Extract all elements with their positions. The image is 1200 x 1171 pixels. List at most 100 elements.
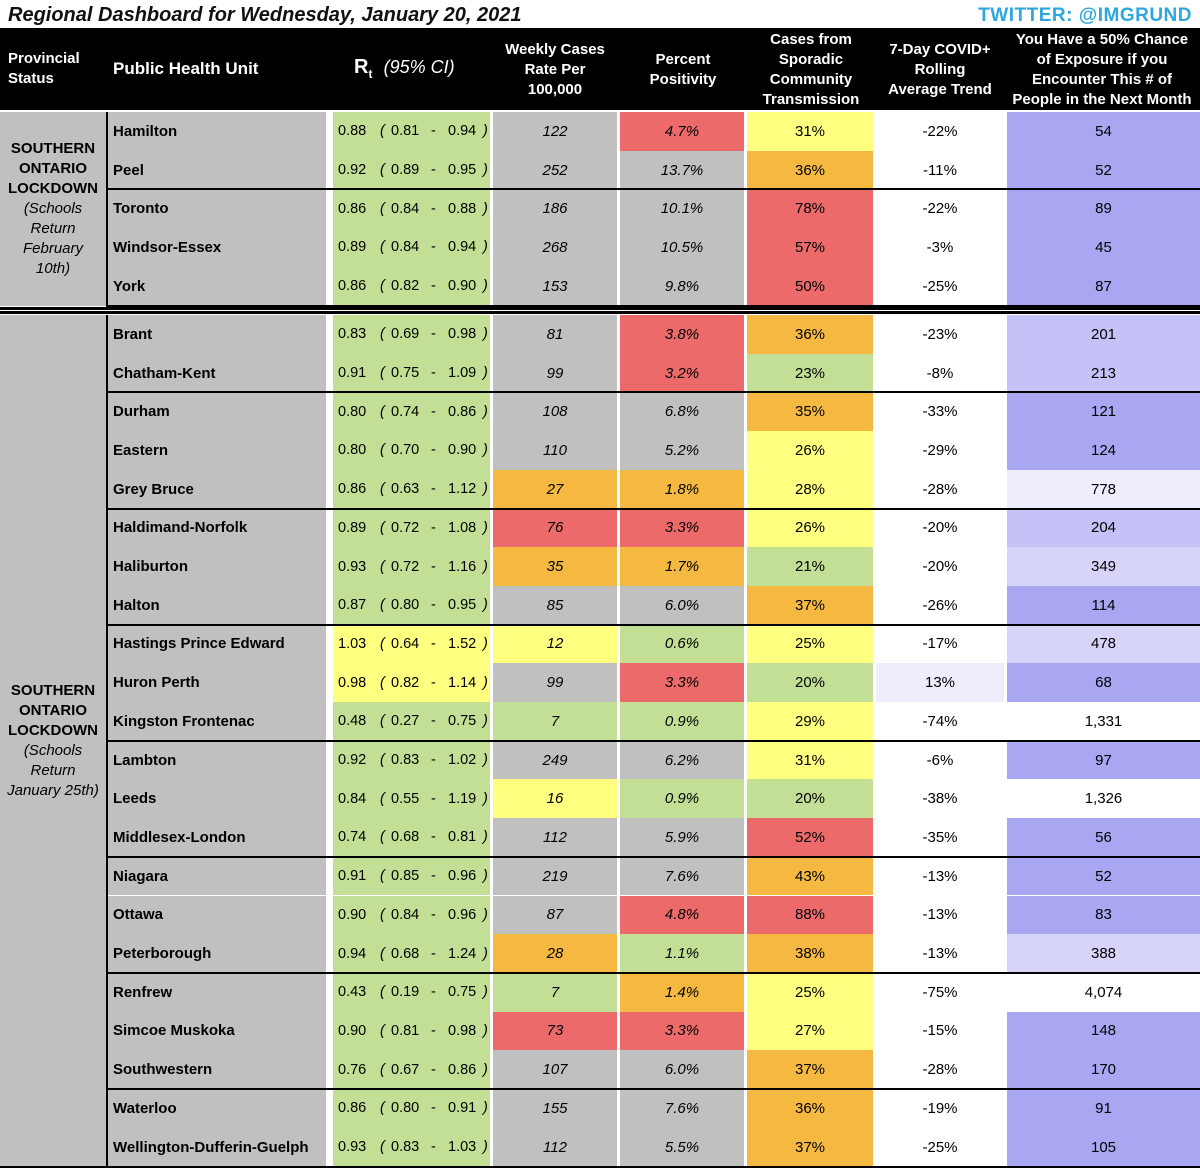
ci-dash: - <box>431 906 436 923</box>
table-row: Hamilton 0.88 (0.81-0.94) 122 4.7% 31% -22% 54 <box>106 112 1200 151</box>
weekly-cases-rate: 268 <box>493 228 617 267</box>
rt-value: 0.89 <box>338 519 367 536</box>
table-row: Niagara 0.91 (0.85-0.96) 219 7.6% 43% -13% 52 <box>106 856 1200 896</box>
header-provincial-status: Provincial Status <box>8 50 80 87</box>
ci-low-value: 0.81 <box>391 123 420 140</box>
ci-low-value: 0.70 <box>391 442 420 459</box>
ci-high-value: 0.75 <box>448 984 477 1001</box>
weekly-cases-rate: 85 <box>493 585 617 625</box>
rt-value: 0.86 <box>338 200 367 217</box>
seven-day-trend: -3% <box>876 228 1004 267</box>
seven-day-trend: -35% <box>876 818 1004 857</box>
group-divider <box>106 971 1200 974</box>
dashboard-title: Regional Dashboard for Wednesday, Januar… <box>8 4 522 26</box>
region-title-line: ONTARIO <box>18 159 88 177</box>
rt-cell: 0.98 (0.82-1.14) <box>333 663 490 702</box>
ci-low-value: 0.68 <box>391 829 420 846</box>
weekly-cases-rate: 107 <box>493 1050 617 1089</box>
seven-day-trend: -38% <box>876 779 1004 819</box>
ci-close-paren: ) <box>483 597 488 614</box>
ci-dash: - <box>431 635 436 652</box>
ci-high-value: 1.24 <box>448 945 477 962</box>
sporadic-transmission: 36% <box>747 315 873 354</box>
rt-cell: 1.03 (0.64-1.52) <box>333 624 490 664</box>
header-public-health-unit: Public Health Unit <box>113 59 259 78</box>
ci-high-value: 0.95 <box>448 162 477 179</box>
public-health-unit-name: Grey Bruce <box>106 469 326 509</box>
table-row: Hastings Prince Edward 1.03 (0.64-1.52) 12 0… <box>106 624 1200 664</box>
seven-day-trend: -25% <box>876 1127 1004 1167</box>
percent-positivity: 1.1% <box>620 934 744 973</box>
seven-day-trend: -8% <box>876 353 1004 393</box>
rt-value: 0.92 <box>338 752 367 769</box>
percent-positivity: 0.9% <box>620 779 744 819</box>
table-row: Grey Bruce 0.86 (0.63-1.12) 27 1.8% 28% -28% 77… <box>106 469 1200 509</box>
seven-day-trend: -28% <box>876 469 1004 509</box>
exposure-count: 1,331 <box>1007 702 1200 741</box>
weekly-cases-rate: 110 <box>493 431 617 470</box>
ci-dash: - <box>431 442 436 459</box>
seven-day-trend: -22% <box>876 112 1004 151</box>
seven-day-trend: -20% <box>876 547 1004 586</box>
table-row: Ottawa 0.90 (0.84-0.96) 87 4.8% 88% -13% 83 <box>106 895 1200 935</box>
ci-close-paren: ) <box>483 984 488 1001</box>
ci-low-value: 0.27 <box>391 713 420 730</box>
ci-high-value: 0.91 <box>448 1100 477 1117</box>
rt-cell: 0.84 (0.55-1.19) <box>333 779 490 819</box>
table-row: Leeds 0.84 (0.55-1.19) 16 0.9% 20% -38% 1,326 <box>106 779 1200 819</box>
exposure-count: 91 <box>1007 1089 1200 1128</box>
ci-low-value: 0.82 <box>391 278 420 295</box>
rt-value: 0.80 <box>338 403 367 420</box>
block-divider <box>0 306 1200 310</box>
region-title-line: LOCKDOWN <box>8 179 98 197</box>
rt-value: 0.92 <box>338 162 367 179</box>
ci-high-value: 0.75 <box>448 713 477 730</box>
ci-open-paren: ( <box>380 868 385 885</box>
rt-value: 0.98 <box>338 674 367 691</box>
ci-open-paren: ( <box>380 239 385 256</box>
percent-positivity: 13.7% <box>620 150 744 190</box>
table-row: Haliburton 0.93 (0.72-1.16) 35 1.7% 21% -20% 34… <box>106 547 1200 586</box>
ci-close-paren: ) <box>483 365 488 382</box>
weekly-cases-rate: 99 <box>493 353 617 393</box>
ci-open-paren: ( <box>380 442 385 459</box>
ci-dash: - <box>431 239 436 256</box>
percent-positivity: 7.6% <box>620 1089 744 1128</box>
ci-dash: - <box>431 984 436 1001</box>
public-health-unit-name: Hastings Prince Edward <box>106 624 326 664</box>
weekly-cases-rate: 112 <box>493 1127 617 1167</box>
ci-open-paren: ( <box>380 829 385 846</box>
table-row: Waterloo 0.86 (0.80-0.91) 155 7.6% 36% -19% 91 <box>106 1089 1200 1128</box>
ci-dash: - <box>431 790 436 807</box>
ci-close-paren: ) <box>483 162 488 179</box>
ci-dash: - <box>431 123 436 140</box>
ci-high-value: 0.86 <box>448 1061 477 1078</box>
exposure-count: 170 <box>1007 1050 1200 1089</box>
seven-day-trend: -75% <box>876 972 1004 1012</box>
ci-low-value: 0.63 <box>391 481 420 498</box>
public-health-unit-name: York <box>106 266 326 306</box>
twitter-handle[interactable]: TWITTER: @IMGRUND <box>978 5 1192 26</box>
region-note-line: January 25th) <box>7 781 99 799</box>
ci-close-paren: ) <box>483 906 488 923</box>
percent-positivity: 3.3% <box>620 1011 744 1051</box>
exposure-count: 778 <box>1007 469 1200 509</box>
ci-open-paren: ( <box>380 123 385 140</box>
table-row: Renfrew 0.43 (0.19-0.75) 7 1.4% 25% -75% 4,074 <box>106 972 1200 1012</box>
ci-dash: - <box>431 519 436 536</box>
rt-value: 0.43 <box>338 984 367 1001</box>
rt-value: 0.84 <box>338 790 367 807</box>
exposure-count: 56 <box>1007 818 1200 857</box>
public-health-unit-name: Huron Perth <box>106 663 326 702</box>
percent-positivity: 1.7% <box>620 547 744 586</box>
ci-low-value: 0.64 <box>391 635 420 652</box>
header-rt: Rt (95% CI) <box>354 56 455 81</box>
public-health-unit-name: Eastern <box>106 431 326 470</box>
table-row: Haldimand-Norfolk 0.89 (0.72-1.08) 76 3.3% 26… <box>106 508 1200 548</box>
exposure-count: 204 <box>1007 508 1200 548</box>
weekly-cases-rate: 7 <box>493 972 617 1012</box>
ci-close-paren: ) <box>483 674 488 691</box>
rt-cell: 0.48 (0.27-0.75) <box>333 702 490 741</box>
exposure-count: 124 <box>1007 431 1200 470</box>
ci-high-value: 0.88 <box>448 200 477 217</box>
